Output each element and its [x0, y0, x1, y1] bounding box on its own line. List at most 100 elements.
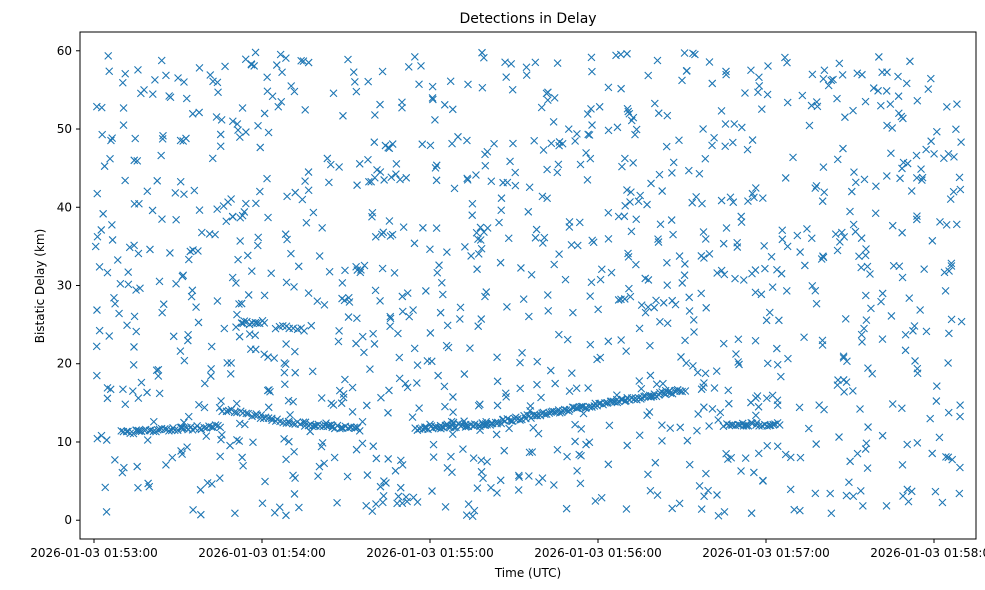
detection-point — [188, 109, 197, 118]
detection-point — [328, 423, 337, 432]
detection-point — [926, 74, 935, 83]
detection-point — [886, 100, 895, 109]
detection-point — [695, 169, 704, 178]
detection-point — [701, 369, 710, 378]
detection-point — [216, 452, 225, 461]
detection-point — [104, 51, 113, 60]
detection-point — [551, 379, 560, 388]
detection-point — [700, 379, 708, 387]
detection-point — [222, 407, 231, 416]
detection-point — [949, 187, 958, 196]
detection-point — [264, 128, 273, 137]
detection-point — [827, 76, 836, 85]
detection-point — [586, 340, 595, 349]
detection-point — [620, 212, 629, 221]
detection-point — [644, 303, 653, 312]
detection-point — [820, 188, 829, 197]
detection-point — [264, 353, 272, 361]
y-axis-label: Bistatic Delay (km) — [33, 229, 47, 344]
detection-point — [588, 67, 596, 76]
detection-point — [116, 279, 125, 288]
detection-point — [567, 241, 576, 249]
detection-point — [339, 393, 348, 402]
detection-point — [702, 469, 710, 478]
detection-point — [812, 181, 821, 190]
detection-point — [401, 379, 410, 388]
detection-point — [97, 226, 106, 234]
detection-point — [835, 59, 844, 68]
detection-point — [180, 190, 188, 199]
detection-point — [632, 125, 641, 134]
detection-point — [948, 455, 957, 464]
detection-point — [855, 252, 863, 261]
detection-point — [133, 462, 142, 471]
detection-point — [850, 168, 858, 176]
detection-point — [857, 330, 866, 339]
detection-point — [487, 177, 496, 186]
detection-point — [537, 103, 546, 112]
detection-point — [673, 385, 682, 394]
detection-point — [584, 384, 593, 392]
detection-point — [386, 314, 395, 323]
y-tick-label: 50 — [57, 122, 72, 136]
detection-point — [769, 420, 778, 429]
detection-point — [663, 281, 672, 290]
detection-point — [554, 330, 563, 339]
detection-point — [343, 472, 352, 481]
detection-point — [283, 192, 291, 201]
detection-point — [314, 472, 322, 481]
data-points — [91, 48, 966, 521]
detection-point — [93, 434, 102, 443]
detection-point — [717, 106, 726, 115]
detection-point — [169, 332, 178, 341]
detection-point — [724, 399, 733, 408]
detection-point — [587, 104, 595, 113]
detection-point — [277, 97, 286, 106]
detection-point — [894, 109, 903, 118]
detection-point — [149, 427, 158, 436]
detection-point — [194, 318, 203, 327]
detection-point — [172, 215, 181, 224]
detection-point — [714, 416, 723, 424]
detection-point — [129, 360, 138, 369]
detection-point — [623, 441, 632, 450]
detection-point — [616, 50, 625, 59]
detection-point — [526, 402, 535, 410]
detection-point — [369, 442, 378, 451]
detection-point — [143, 388, 151, 397]
detection-point — [734, 358, 743, 366]
detection-point — [751, 288, 760, 297]
detection-point — [803, 225, 811, 233]
detection-point — [386, 312, 395, 321]
detection-point — [499, 178, 507, 187]
detection-point — [947, 259, 956, 268]
detection-point — [624, 252, 633, 261]
detection-point — [473, 484, 482, 493]
detection-point — [291, 188, 300, 197]
detection-point — [280, 380, 289, 389]
detection-point — [339, 111, 347, 120]
detection-point — [282, 340, 290, 348]
detection-point — [807, 234, 816, 243]
detection-point — [932, 397, 941, 405]
detection-point — [253, 241, 262, 250]
detection-point — [405, 312, 414, 321]
detection-point — [864, 423, 872, 431]
detection-point — [403, 289, 412, 298]
detection-point — [620, 154, 629, 163]
detection-point — [926, 414, 935, 423]
detection-point — [207, 423, 216, 431]
detection-point — [833, 246, 842, 255]
detection-point — [468, 199, 477, 208]
detection-point — [206, 71, 215, 79]
detection-point — [355, 159, 364, 168]
detection-point — [192, 303, 200, 312]
detection-point — [223, 358, 232, 367]
detection-point — [202, 432, 211, 440]
detection-point — [148, 206, 157, 215]
detection-point — [667, 216, 676, 224]
detection-point — [577, 402, 586, 411]
detection-point — [476, 223, 485, 232]
detection-point — [298, 195, 307, 204]
detection-point — [143, 187, 152, 196]
